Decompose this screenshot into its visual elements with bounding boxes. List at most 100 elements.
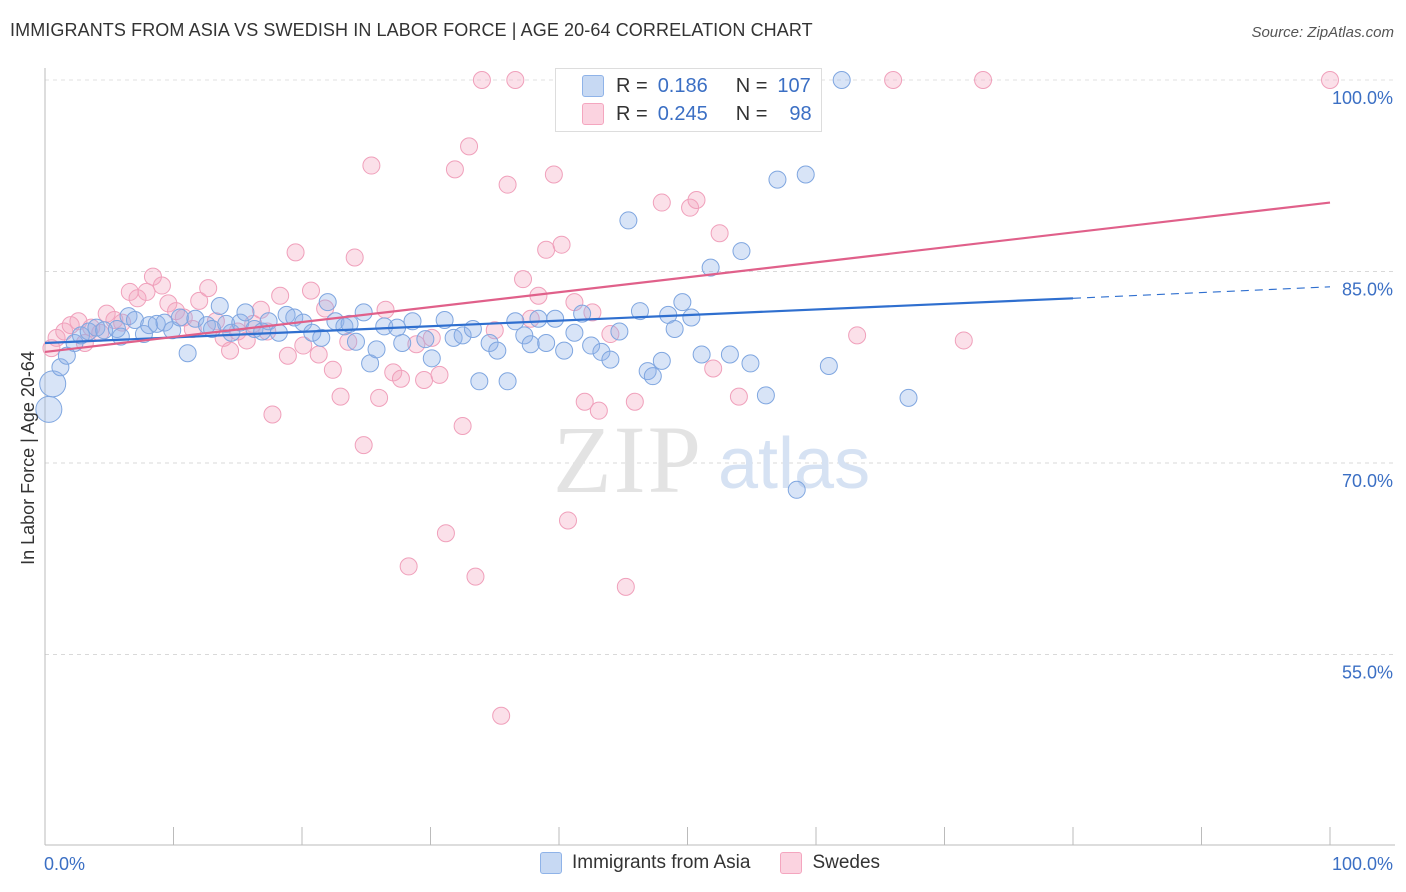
data-point-swedes [354, 436, 373, 455]
data-point-swedes [278, 346, 297, 365]
data-point-asia [521, 335, 540, 354]
data-point-asia [463, 319, 482, 338]
data-point-asia [498, 372, 517, 391]
data-point-asia [819, 356, 838, 375]
legend-r-label: R = [616, 74, 648, 97]
data-point-asia [573, 304, 592, 323]
data-point-swedes [445, 160, 464, 179]
data-point-swedes [159, 294, 178, 313]
data-point-swedes [729, 387, 748, 406]
data-point-asia [692, 345, 711, 364]
data-point-asia [582, 336, 601, 355]
data-point-asia [720, 345, 739, 364]
data-point-swedes [472, 71, 491, 89]
data-point-asia [768, 170, 787, 189]
data-point-swedes [974, 71, 993, 89]
data-point-asia [546, 309, 565, 328]
data-point-swedes [436, 524, 455, 543]
data-point-asia [796, 165, 815, 184]
legend-n-label: N = [735, 74, 768, 97]
data-point-swedes [137, 282, 156, 301]
data-point-asia [592, 342, 611, 361]
data-point-swedes [294, 336, 313, 355]
legend-swatch-swedes [780, 852, 803, 874]
data-point-swedes [399, 557, 418, 576]
y-tick-label: 55.0% [1342, 663, 1393, 683]
data-point-swedes [152, 276, 171, 295]
legend-item-asia[interactable]: Immigrants from Asia [540, 852, 750, 874]
data-point-swedes [362, 156, 381, 175]
legend-r-label: R = [616, 102, 648, 125]
data-point-swedes [625, 392, 644, 411]
data-point-swedes [370, 388, 389, 407]
data-point-swedes [286, 243, 305, 262]
data-point-swedes [309, 345, 328, 364]
y-tick-label: 85.0% [1342, 280, 1393, 300]
data-point-swedes [339, 332, 358, 351]
data-point-asia [673, 293, 692, 312]
legend-r-value: 0.245 [657, 102, 708, 125]
data-point-swedes [384, 363, 403, 382]
data-point-asia [186, 309, 205, 328]
legend-row-swedes: R = 0.245 N = 98 [582, 101, 812, 127]
data-point-swedes [271, 286, 290, 305]
data-point-swedes [376, 300, 395, 319]
data-point-swedes [954, 331, 973, 350]
correlation-legend: R = 0.186 N = 107 R = 0.245 N = 98 [555, 68, 822, 132]
data-point-swedes [466, 567, 485, 586]
data-point-swedes [514, 270, 533, 289]
data-point-swedes [422, 328, 441, 347]
data-point-asia [787, 480, 806, 499]
data-point-asia [346, 332, 365, 351]
data-point-asia [638, 362, 657, 381]
data-point-asia [732, 242, 751, 261]
data-point-asia [832, 71, 851, 89]
series-swedes [42, 71, 1339, 725]
watermark: ZIP atlas [553, 406, 870, 513]
data-point-swedes [345, 248, 364, 267]
data-point-swedes [430, 365, 449, 384]
axes [44, 68, 1395, 846]
legend-swatch-asia [582, 75, 604, 97]
legend-item-swedes[interactable]: Swedes [780, 852, 880, 874]
legend-label-asia: Immigrants from Asia [572, 852, 751, 873]
trend-line-swedes [44, 201, 1331, 354]
data-point-swedes [848, 326, 867, 345]
data-point-asia [217, 314, 236, 333]
data-point-swedes [575, 392, 594, 411]
legend-r-value: 0.186 [657, 74, 708, 97]
data-point-asia [619, 211, 638, 230]
trend-lines [44, 201, 1331, 354]
data-point-swedes [301, 281, 320, 300]
chart-title: IMMIGRANTS FROM ASIA VS SWEDISH IN LABOR… [10, 20, 813, 40]
data-point-asia [318, 293, 337, 312]
data-point-asia [125, 311, 144, 330]
data-point-asia [555, 341, 574, 360]
data-point-asia [236, 303, 255, 322]
data-point-asia [375, 317, 394, 336]
data-point-asia [515, 326, 534, 345]
data-point-swedes [1321, 71, 1339, 89]
legend-swatch-asia [540, 852, 562, 874]
x-tick-label: 100.0% [1332, 854, 1393, 874]
data-point-asia [35, 395, 63, 423]
data-point-swedes [704, 359, 723, 378]
legend-n-value: 107 [777, 74, 811, 97]
data-point-swedes [391, 369, 410, 388]
data-point-swedes [498, 175, 517, 194]
data-point-asia [453, 326, 472, 345]
data-point-asia [488, 341, 507, 360]
data-point-swedes [323, 360, 342, 379]
data-point-asia [652, 351, 671, 370]
data-point-swedes [199, 279, 218, 298]
data-point-asia [565, 323, 584, 342]
watermark-atlas: atlas [718, 424, 870, 504]
trend-line-asia-extension [1072, 286, 1331, 299]
data-point-swedes [589, 401, 608, 420]
data-point-swedes [415, 371, 434, 390]
data-point-asia [393, 333, 412, 352]
data-point-swedes [710, 224, 729, 243]
data-point-swedes [221, 341, 240, 360]
data-point-asia [756, 386, 775, 405]
x-tick-labels: 0.0% 100.0% [44, 854, 1393, 874]
